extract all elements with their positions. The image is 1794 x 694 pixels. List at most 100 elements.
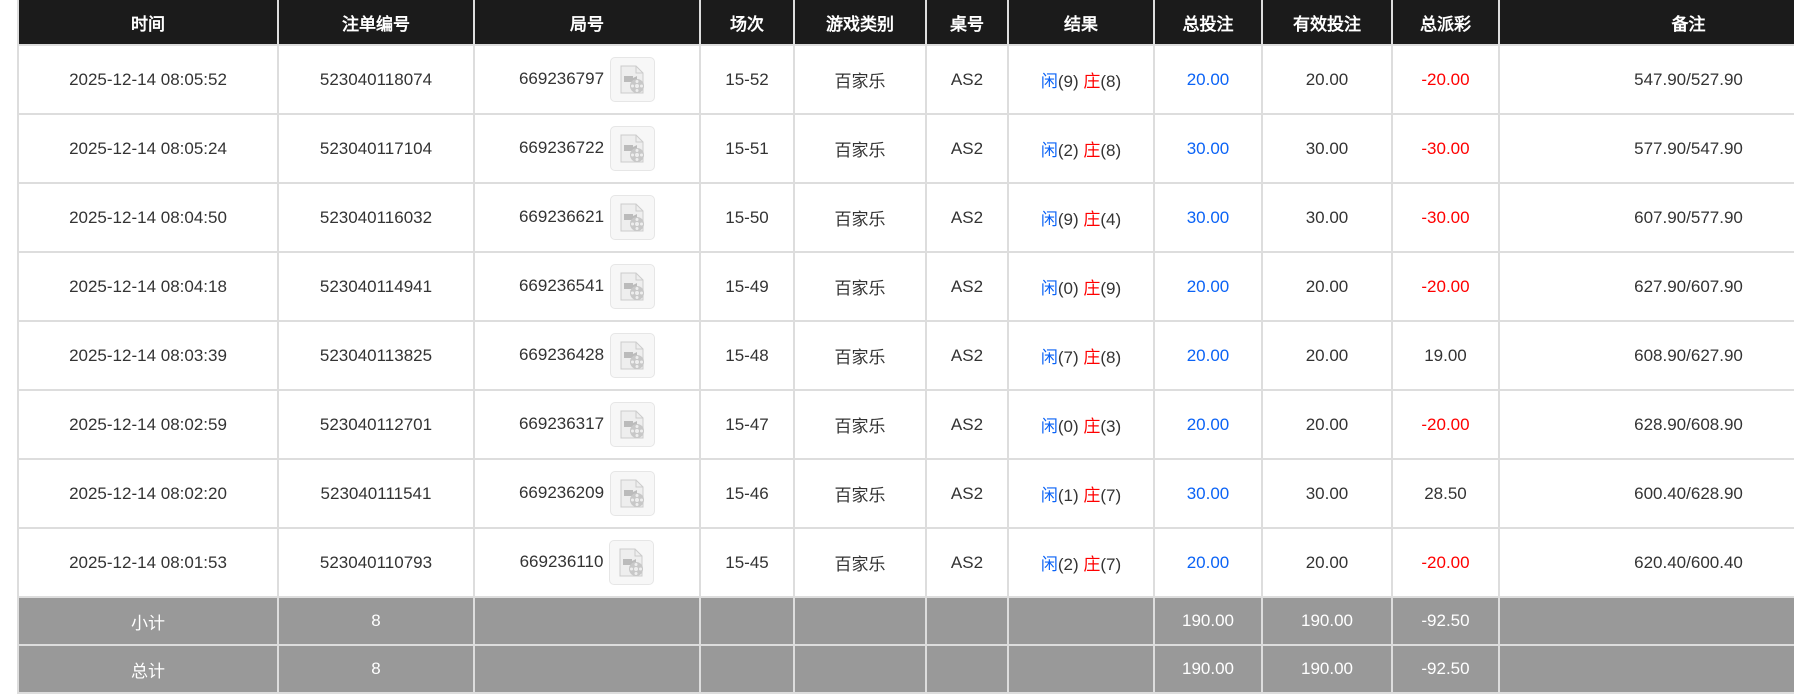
table-row: 2025-12-14 08:03:39 523040113825 6692364… <box>17 320 1794 391</box>
round-cell: 669236317 <box>473 389 701 460</box>
total-bet-cell: 30.00 <box>1153 113 1263 184</box>
table-row: 2025-12-14 08:04:18 523040114941 6692365… <box>17 251 1794 322</box>
total-bet-cell: 30.00 <box>1153 182 1263 253</box>
round-number: 669236209 <box>518 482 605 502</box>
note-cell: 577.90/547.90 <box>1498 113 1794 184</box>
bet-records-table-wrap: 时间 注单编号 局号 场次 游戏类别 桌号 结果 总投注 有效投注 总派彩 备注 2025-12-1… <box>17 0 1794 694</box>
banker-label: 庄 <box>1083 417 1101 436</box>
video-file-icon[interactable] <box>610 195 656 240</box>
video-file-icon[interactable] <box>610 57 656 102</box>
header-shoe: 场次 <box>699 0 795 46</box>
round-cell: 669236797 <box>473 44 701 115</box>
bet-id-cell: 523040113825 <box>277 320 475 391</box>
player-label: 闲 <box>1040 279 1058 298</box>
payout-cell: -20.00 <box>1391 527 1500 598</box>
empty-cell <box>699 644 795 694</box>
round-cell: 669236541 <box>473 251 701 322</box>
banker-score: (7) <box>1100 555 1122 574</box>
round-cell: 669236722 <box>473 113 701 184</box>
player-label: 闲 <box>1040 141 1058 160</box>
valid-bet-cell: 30.00 <box>1261 458 1393 529</box>
table-no-cell: AS2 <box>925 527 1009 598</box>
time-cell: 2025-12-14 08:04:50 <box>17 182 279 253</box>
total-bet-cell: 20.00 <box>1153 389 1263 460</box>
game-type-cell: 百家乐 <box>793 251 927 322</box>
game-type-cell: 百家乐 <box>793 389 927 460</box>
total-bet-cell: 20.00 <box>1153 44 1263 115</box>
banker-label: 庄 <box>1083 279 1101 298</box>
shoe-cell: 15-48 <box>699 320 795 391</box>
summary-payout: -92.50 <box>1391 644 1500 694</box>
banker-score: (3) <box>1100 417 1122 436</box>
round-cell: 669236209 <box>473 458 701 529</box>
valid-bet-cell: 30.00 <box>1261 113 1393 184</box>
bet-id-cell: 523040118074 <box>277 44 475 115</box>
player-score: (7) <box>1057 348 1079 367</box>
shoe-cell: 15-51 <box>699 113 795 184</box>
video-file-icon[interactable] <box>610 471 656 516</box>
video-file-icon[interactable] <box>610 126 656 171</box>
game-type-cell: 百家乐 <box>793 182 927 253</box>
video-file-icon[interactable] <box>610 264 656 309</box>
empty-cell <box>793 596 927 646</box>
empty-cell <box>699 596 795 646</box>
player-label: 闲 <box>1040 555 1058 574</box>
payout-cell: -20.00 <box>1391 251 1500 322</box>
result-cell: 闲(1) 庄(7) <box>1007 458 1155 529</box>
result-cell: 闲(0) 庄(3) <box>1007 389 1155 460</box>
shoe-cell: 15-46 <box>699 458 795 529</box>
result-cell: 闲(9) 庄(8) <box>1007 44 1155 115</box>
result-cell: 闲(9) 庄(4) <box>1007 182 1155 253</box>
player-score: (2) <box>1057 141 1079 160</box>
total-bet-cell: 20.00 <box>1153 251 1263 322</box>
header-bet-id: 注单编号 <box>277 0 475 46</box>
video-file-icon[interactable] <box>610 333 656 378</box>
round-number: 669236541 <box>518 275 605 295</box>
empty-cell <box>473 596 701 646</box>
valid-bet-cell: 20.00 <box>1261 44 1393 115</box>
banker-label: 庄 <box>1083 348 1101 367</box>
note-cell: 628.90/608.90 <box>1498 389 1794 460</box>
player-label: 闲 <box>1040 72 1058 91</box>
result-cell: 闲(7) 庄(8) <box>1007 320 1155 391</box>
payout-cell: 28.50 <box>1391 458 1500 529</box>
grand-total-row: 总计 8 190.00 190.00 -92.50 <box>17 644 1794 694</box>
bet-id-cell: 523040110793 <box>277 527 475 598</box>
payout-cell: -20.00 <box>1391 389 1500 460</box>
bet-records-table: 时间 注单编号 局号 场次 游戏类别 桌号 结果 总投注 有效投注 总派彩 备注 2025-12-1… <box>17 0 1794 694</box>
note-cell: 600.40/628.90 <box>1498 458 1794 529</box>
empty-cell <box>793 644 927 694</box>
game-type-cell: 百家乐 <box>793 527 927 598</box>
shoe-cell: 15-49 <box>699 251 795 322</box>
bet-id-cell: 523040112701 <box>277 389 475 460</box>
empty-cell <box>473 644 701 694</box>
time-cell: 2025-12-14 08:02:59 <box>17 389 279 460</box>
summary-total-bet: 190.00 <box>1153 596 1263 646</box>
table-no-cell: AS2 <box>925 251 1009 322</box>
player-score: (9) <box>1057 72 1079 91</box>
player-score: (9) <box>1057 210 1079 229</box>
bet-id-cell: 523040114941 <box>277 251 475 322</box>
summary-count: 8 <box>277 596 475 646</box>
round-number: 669236110 <box>519 551 604 571</box>
round-number: 669236428 <box>518 344 605 364</box>
summary-valid-bet: 190.00 <box>1261 596 1393 646</box>
shoe-cell: 15-45 <box>699 527 795 598</box>
subtotal-row: 小计 8 190.00 190.00 -92.50 <box>17 596 1794 646</box>
video-file-icon[interactable] <box>610 402 656 447</box>
empty-cell <box>925 596 1009 646</box>
player-label: 闲 <box>1040 417 1058 436</box>
player-label: 闲 <box>1040 486 1058 505</box>
time-cell: 2025-12-14 08:03:39 <box>17 320 279 391</box>
table-header: 时间 注单编号 局号 场次 游戏类别 桌号 结果 总投注 有效投注 总派彩 备注 <box>17 0 1794 46</box>
header-valid-bet: 有效投注 <box>1261 0 1393 46</box>
bet-id-cell: 523040117104 <box>277 113 475 184</box>
note-cell: 620.40/600.40 <box>1498 527 1794 598</box>
banker-score: (8) <box>1100 72 1122 91</box>
total-bet-cell: 20.00 <box>1153 527 1263 598</box>
table-no-cell: AS2 <box>925 182 1009 253</box>
result-cell: 闲(2) 庄(7) <box>1007 527 1155 598</box>
valid-bet-cell: 20.00 <box>1261 251 1393 322</box>
empty-cell <box>1007 596 1155 646</box>
video-file-icon[interactable] <box>609 540 655 585</box>
